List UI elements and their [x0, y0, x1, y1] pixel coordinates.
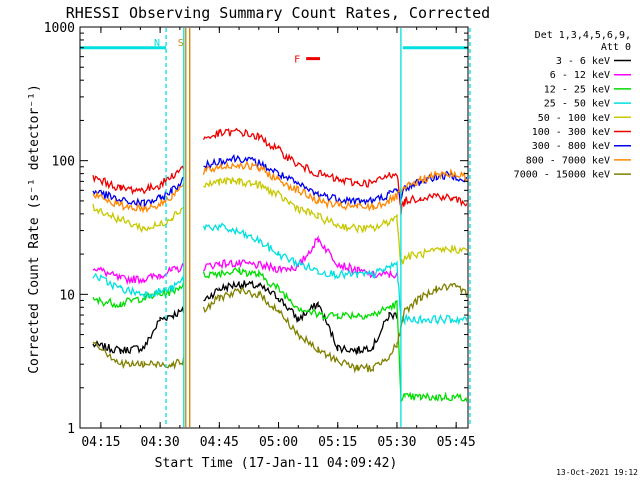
flag-label: F: [294, 55, 300, 66]
x-tick-label: 05:30: [377, 435, 416, 450]
legend-entry-label: 6 - 12 keV: [550, 70, 610, 81]
series-line-3: [92, 222, 467, 326]
series-line-5: [92, 127, 467, 215]
y-tick-label: 100: [52, 155, 75, 170]
plot-frame: [79, 26, 469, 429]
marker-layer: S N F: [80, 28, 471, 427]
x-tick-label: 04:30: [141, 435, 180, 450]
plot-layer: [92, 127, 467, 403]
chart-title: RHESSI Observing Summary Count Rates, Co…: [66, 4, 490, 22]
legend-entry-label: 300 - 800 keV: [532, 141, 610, 152]
series-line-7: [92, 160, 467, 214]
footer-date: 13-Oct-2021 19:12: [556, 468, 638, 477]
series-line-0: [92, 279, 398, 356]
y-tick-label: 10: [59, 288, 75, 303]
marker-label: N: [154, 38, 160, 49]
x-tick-label: 05:15: [318, 435, 357, 450]
y-axis-label: Corrected Count Rate (s⁻¹ detector⁻¹): [27, 84, 42, 374]
legend-entry-label: 3 - 6 keV: [556, 56, 610, 67]
legend-entry-label: 100 - 300 keV: [532, 127, 610, 138]
series-line-4: [92, 176, 467, 265]
series-line-2: [92, 267, 467, 403]
axis-layer: 04:15 04:30 04:45 05:00 05:15 05:30 05:45 1 10 10…: [44, 21, 476, 450]
x-axis-label: Start Time (17-Jan-11 04:09:42): [155, 456, 398, 471]
y-tick-label: 1000: [44, 21, 75, 36]
legend-entry-label: 25 - 50 keV: [544, 99, 610, 110]
marker-label: S: [178, 38, 184, 49]
x-tick-label: 04:45: [200, 435, 239, 450]
legend-header: Det 1,3,4,5,6,9,: [535, 30, 631, 41]
legend-entry-label: 800 - 7000 keV: [526, 155, 610, 166]
y-tick-label: 1: [67, 422, 75, 437]
series-line-8: [92, 282, 467, 374]
legend: Det 1,3,4,5,6,9,Att 0 3 - 6 keV 6 - 12 keV…: [514, 30, 631, 181]
legend-entry-label: 50 - 100 keV: [538, 113, 610, 124]
legend-entry-label: 7000 - 15000 keV: [514, 170, 610, 181]
x-tick-label: 05:00: [259, 435, 298, 450]
legend-header: Att 0: [601, 42, 631, 53]
x-tick-label: 04:15: [81, 435, 120, 450]
x-tick-label: 05:45: [437, 435, 476, 450]
legend-entry-label: 12 - 25 keV: [544, 84, 610, 95]
